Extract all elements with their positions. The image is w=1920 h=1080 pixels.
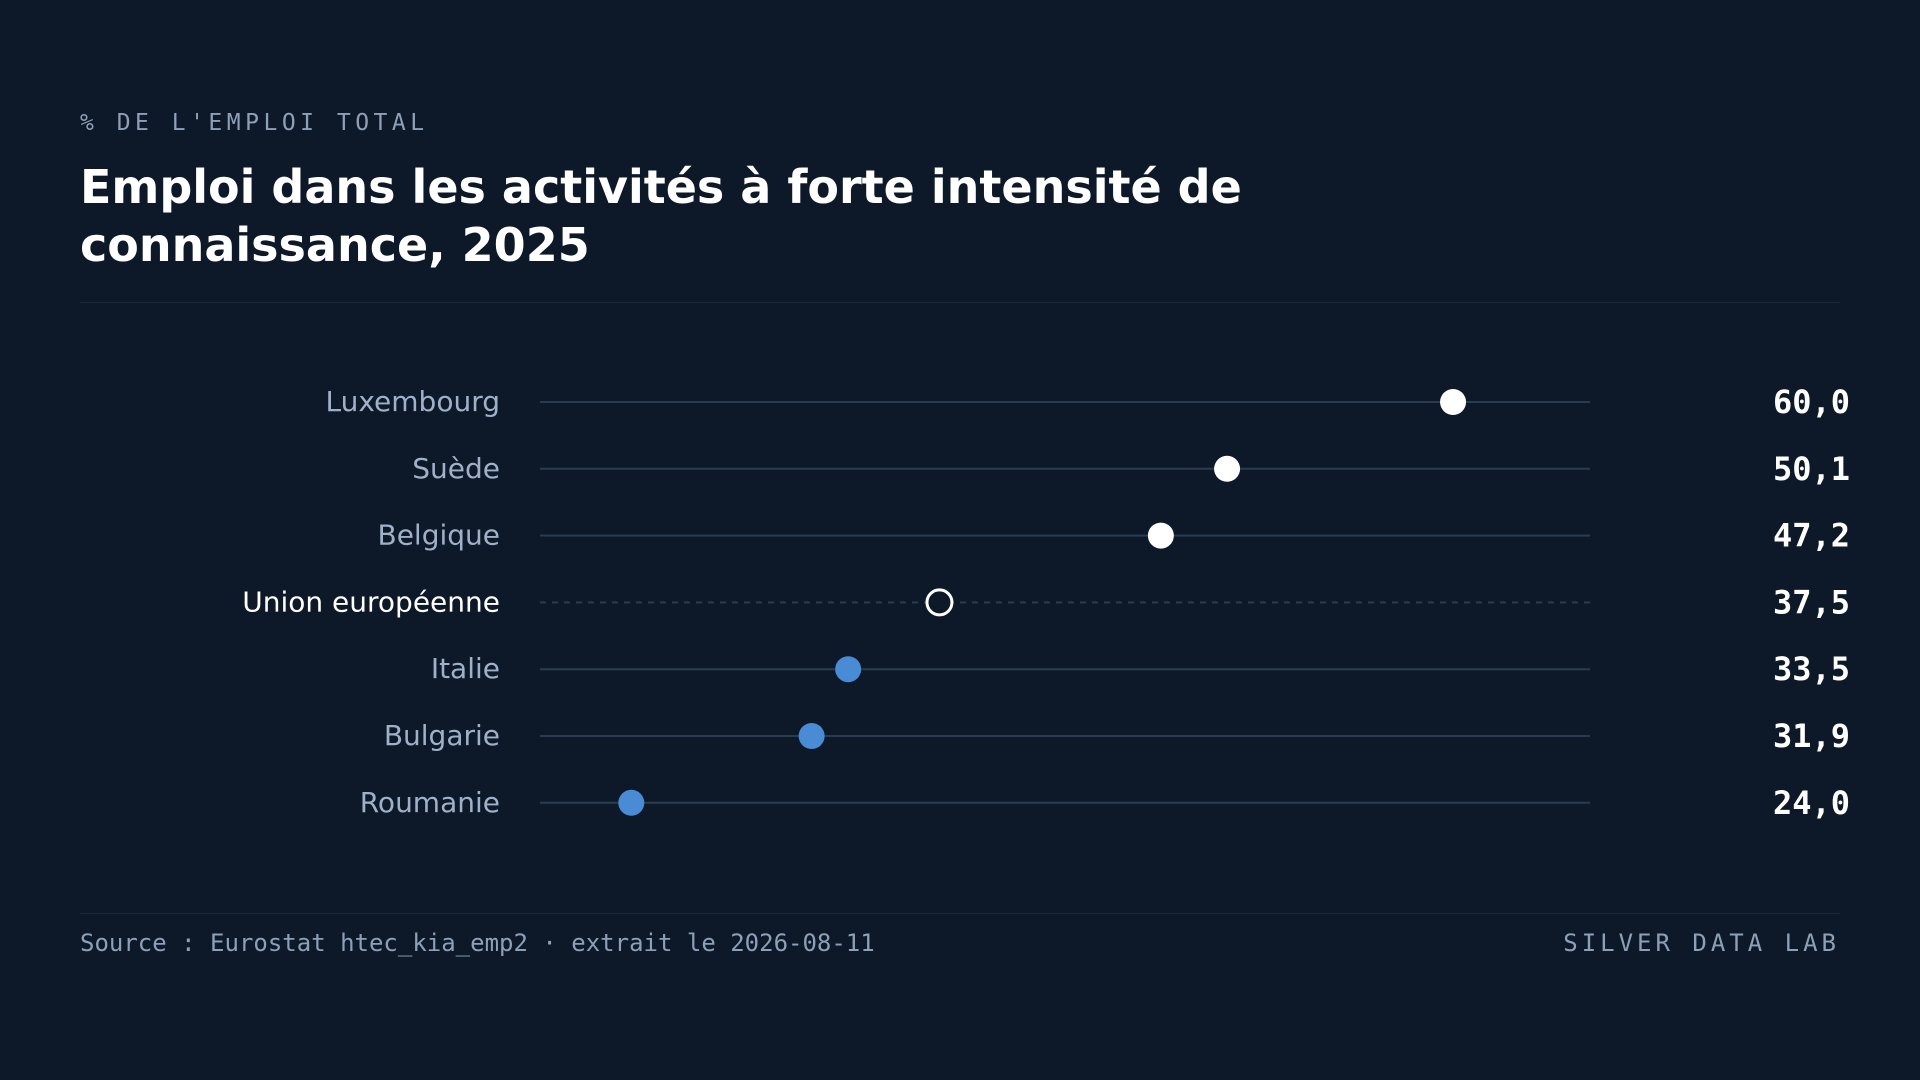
value-label: 33,5: [1773, 650, 1850, 688]
category-label: Union européenne: [242, 585, 500, 618]
data-dot: [835, 656, 862, 683]
dot-row-italie: Italie 33,5: [431, 650, 1850, 688]
value-label: 24,0: [1773, 784, 1850, 822]
dot-row-belgique: Belgique 47,2: [377, 517, 1850, 555]
chart-title: Emploi dans les activités à forte intens…: [80, 160, 1242, 272]
category-label: Suède: [412, 452, 500, 485]
source-note: Source : Eurostat htec_kia_emp2 · extrai…: [80, 929, 875, 957]
value-label: 50,1: [1773, 450, 1850, 488]
value-label: 60,0: [1773, 383, 1850, 421]
data-dot: [618, 789, 645, 816]
dot-row-suede: Suède 50,1: [412, 450, 1850, 488]
header-divider: [80, 302, 1840, 303]
dot-row-luxembourg: Luxembourg 60,0: [325, 383, 1850, 421]
category-label: Roumanie: [360, 786, 500, 819]
value-label: 31,9: [1773, 717, 1850, 755]
category-label: Luxembourg: [325, 385, 500, 418]
value-label: 47,2: [1773, 517, 1850, 555]
brand-label: SILVER DATA LAB: [1563, 929, 1840, 957]
category-label: Belgique: [377, 519, 500, 552]
data-dot: [1214, 455, 1241, 482]
reference-dot: [925, 588, 954, 617]
dot-row-roumanie: Roumanie 24,0: [360, 784, 1850, 822]
data-dot: [1147, 522, 1174, 549]
dot-row-union-europeenne: Union européenne 37,5: [242, 583, 1850, 621]
chart-kicker: % DE L'EMPLOI TOTAL: [80, 110, 429, 136]
footer-divider: [80, 913, 1840, 914]
category-label: Bulgarie: [384, 719, 500, 752]
data-dot: [1440, 389, 1467, 415]
category-label: Italie: [431, 652, 500, 685]
value-label: 37,5: [1773, 583, 1850, 621]
data-dot: [798, 723, 825, 749]
dot-row-bulgarie: Bulgarie 31,9: [384, 717, 1850, 755]
